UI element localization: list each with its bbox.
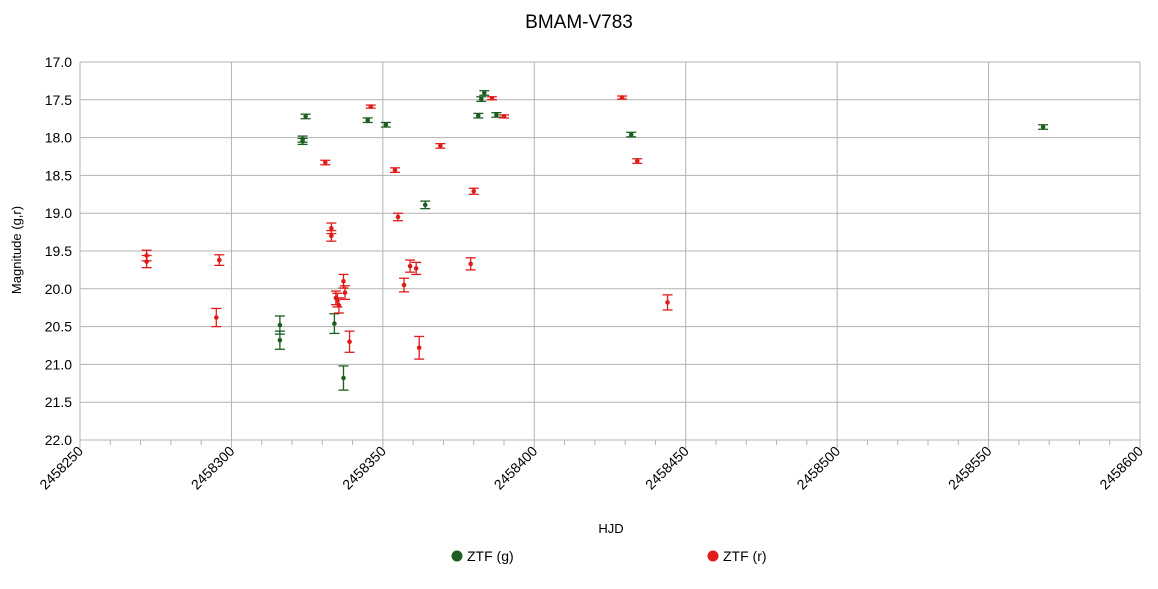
data-point — [501, 114, 507, 119]
data-point — [438, 143, 443, 149]
legend-label: ZTF (g) — [467, 548, 514, 564]
data-point — [422, 202, 428, 208]
data-point — [494, 112, 499, 118]
y-tick-label: 19.0 — [45, 205, 72, 221]
data-point — [341, 375, 346, 381]
y-tick-label: 20.0 — [45, 281, 72, 297]
x-tick-label: 2458600 — [1096, 443, 1146, 493]
x-tick-label: 2458550 — [945, 443, 995, 493]
data-point — [213, 315, 219, 320]
data-point — [665, 300, 670, 305]
legend: ZTF (g) ZTF (r) — [451, 548, 767, 564]
data-point — [401, 282, 407, 288]
y-axis-label: Magnitude (g,r) — [9, 206, 24, 294]
series-ztf-r — [141, 95, 673, 360]
data-point — [619, 95, 625, 100]
data-point — [341, 278, 346, 284]
legend-marker — [707, 550, 719, 562]
data-point — [217, 257, 222, 263]
data-point — [471, 188, 477, 194]
y-tick-label: 19.5 — [45, 243, 72, 259]
x-tick-label: 2458400 — [491, 443, 541, 493]
y-tick-label: 22.0 — [45, 432, 72, 448]
y-tick-label: 20.5 — [45, 319, 72, 335]
x-tick-label: 2458500 — [793, 443, 843, 493]
x-tick-label: 2458450 — [642, 443, 692, 493]
data-point — [478, 96, 484, 102]
data-point — [329, 226, 334, 231]
y-tick-label: 18.0 — [45, 130, 72, 146]
data-point — [329, 233, 334, 239]
y-tick-label: 21.0 — [45, 356, 72, 372]
data-point — [392, 167, 398, 173]
data-point — [407, 263, 413, 269]
data-point — [468, 261, 473, 267]
data-point — [368, 104, 374, 109]
x-tick-label: 2458300 — [188, 443, 238, 493]
grid — [79, 61, 1141, 441]
y-tick-label: 17.5 — [45, 92, 72, 108]
data-point — [332, 321, 337, 326]
y-tick-label: 17.0 — [45, 54, 72, 70]
legend-marker — [451, 550, 463, 562]
data-point — [1040, 124, 1046, 130]
data-point — [277, 337, 283, 343]
data-point — [628, 132, 634, 137]
series-ztf-g — [274, 90, 1049, 391]
data-point — [395, 214, 401, 220]
data-point — [475, 113, 481, 118]
chart-title: BMAM-V783 — [525, 12, 633, 33]
data-point — [482, 90, 487, 96]
data-point — [323, 160, 328, 165]
legend-label: ZTF (r) — [723, 548, 767, 564]
data-point — [347, 339, 352, 345]
data-point — [383, 122, 389, 128]
data-point — [303, 114, 308, 119]
data-point — [300, 139, 305, 144]
data-point — [413, 266, 419, 271]
x-tick-label: 2458350 — [339, 443, 389, 493]
axes: 17.0 17.5 18.0 18.5 19.0 19.5 20.0 20.5 21.0 21.5… — [36, 54, 1146, 493]
data-point — [144, 259, 149, 264]
data-points — [141, 90, 1049, 391]
data-point — [489, 95, 495, 101]
y-tick-label: 18.5 — [45, 167, 72, 183]
data-point — [634, 158, 640, 164]
data-point — [342, 290, 348, 295]
x-axis-label: HJD — [598, 521, 623, 536]
y-tick-label: 21.5 — [45, 394, 72, 410]
data-point — [336, 303, 342, 308]
data-point — [365, 117, 371, 123]
data-point — [416, 345, 422, 351]
data-point — [277, 322, 283, 328]
x-tick-label: 2458250 — [36, 443, 86, 493]
